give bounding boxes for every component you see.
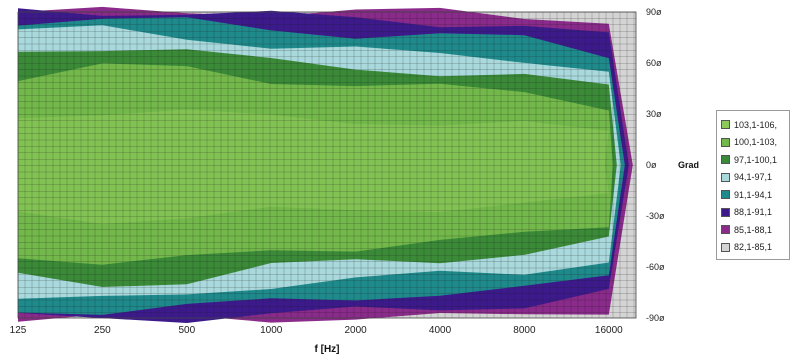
x-tick-label: 500	[178, 325, 195, 336]
legend-label: 85,1-88,1	[734, 224, 773, 235]
y-tick-label: 60ø	[646, 58, 662, 68]
y-tick-label: -90ø	[646, 313, 665, 323]
plot-frame	[17, 11, 637, 319]
legend-item: 94,1-97,1	[721, 169, 786, 187]
legend-swatch	[721, 207, 730, 217]
legend-item: 85,1-88,1	[721, 221, 786, 239]
x-tick-label: 16000	[595, 325, 623, 336]
y-axis-label: Grad	[678, 160, 699, 170]
x-tick-label: 4000	[429, 325, 452, 336]
legend: 103,1-106, 100,1-103, 97,1-100,1 94,1-97…	[716, 110, 790, 260]
y-tick-label: 90ø	[646, 7, 662, 17]
legend-swatch	[721, 172, 730, 182]
legend-label: 94,1-97,1	[734, 172, 773, 183]
legend-swatch	[721, 190, 730, 200]
y-tick-label: -60ø	[646, 262, 665, 272]
legend-swatch	[721, 120, 730, 130]
legend-swatch	[721, 242, 730, 252]
legend-label: 103,1-106,	[734, 119, 778, 130]
y-tick-label: 30ø	[646, 109, 662, 119]
legend-item: 91,1-94,1	[721, 186, 786, 204]
legend-item: 97,1-100,1	[721, 151, 786, 169]
y-tick-label: 0ø	[646, 160, 657, 170]
legend-swatch	[721, 225, 730, 235]
x-tick-label: 250	[94, 325, 111, 336]
x-tick-label: 8000	[513, 325, 536, 336]
legend-item: 103,1-106,	[721, 116, 786, 134]
legend-label: 82,1-85,1	[734, 242, 773, 253]
legend-item: 88,1-91,1	[721, 204, 786, 222]
y-tick-label: -30ø	[646, 211, 665, 221]
legend-swatch	[721, 137, 730, 147]
x-tick-label: 1000	[260, 325, 283, 336]
legend-swatch	[721, 155, 730, 165]
x-axis-label: f [Hz]	[315, 344, 340, 355]
legend-item: 82,1-85,1	[721, 239, 786, 257]
legend-label: 100,1-103,	[734, 137, 778, 148]
contour-band-core	[18, 109, 609, 225]
legend-label: 88,1-91,1	[734, 207, 773, 218]
legend-label: 97,1-100,1	[734, 154, 778, 165]
x-tick-label: 2000	[344, 325, 367, 336]
x-tick-label: 125	[10, 325, 27, 336]
legend-item: 100,1-103,	[721, 134, 786, 152]
legend-label: 91,1-94,1	[734, 189, 773, 200]
